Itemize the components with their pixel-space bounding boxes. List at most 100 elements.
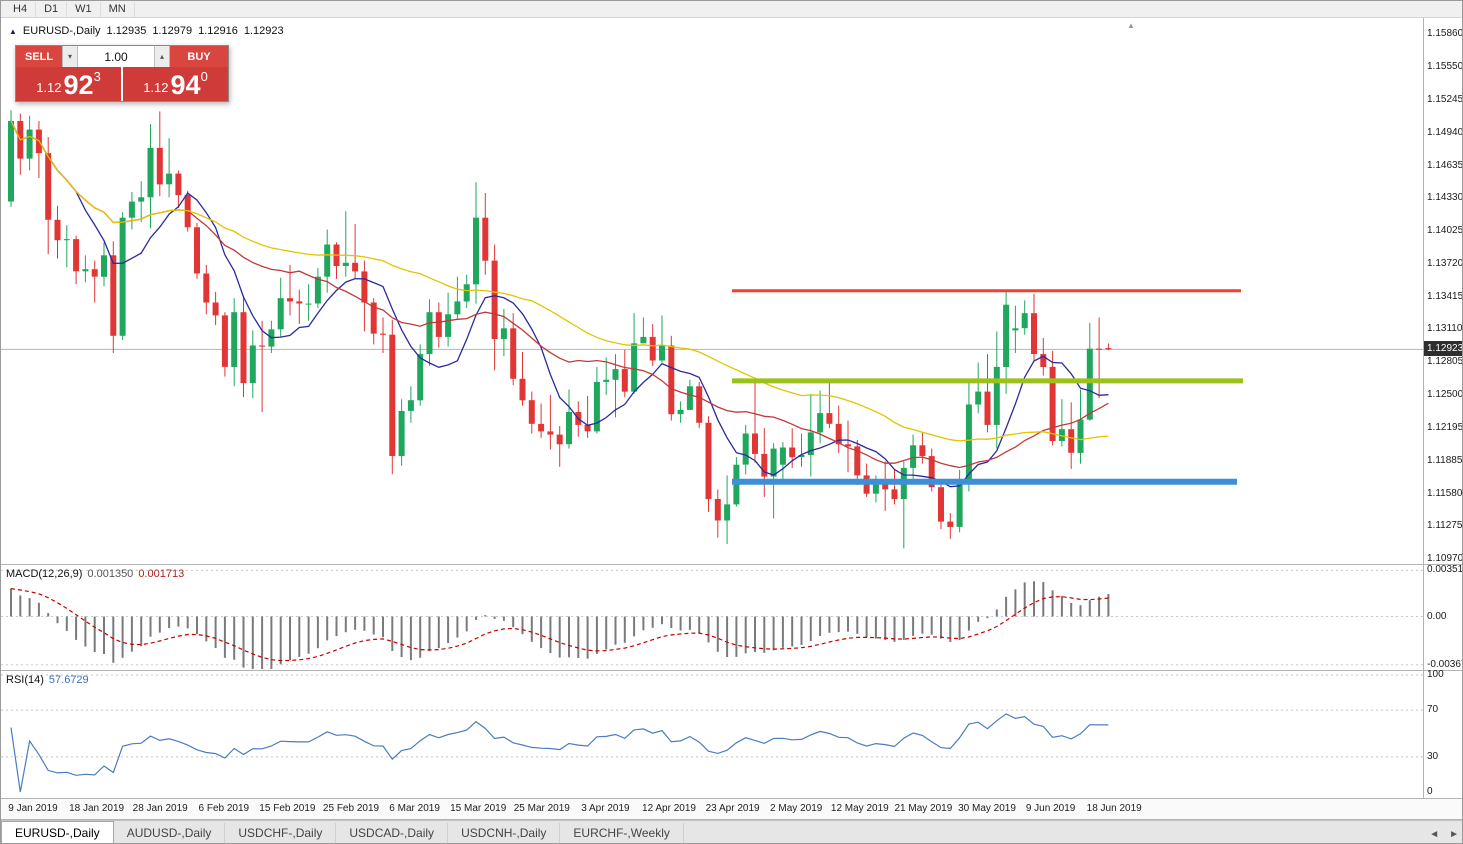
timeframe-h4[interactable]: H4 [5, 1, 37, 17]
tabs-scroll-left-icon[interactable]: ◄ [1429, 829, 1440, 840]
candlestick-chart[interactable] [1, 19, 1423, 564]
rsi-name: RSI(14) [6, 674, 44, 686]
price-tick-label: 1.10970 [1427, 553, 1463, 565]
rsi-tick-label: 0 [1427, 786, 1433, 797]
panel-separator[interactable] [1, 670, 1462, 671]
trade-order-row: SELL ▾ ▴ BUY [16, 46, 228, 67]
timeframe-d1[interactable]: D1 [36, 1, 68, 17]
rsi-tick-label: 30 [1427, 750, 1439, 762]
volume-input[interactable] [78, 46, 154, 67]
tabs-scroll-right-icon[interactable]: ► [1449, 829, 1459, 840]
rsi-indicator-chart[interactable] [1, 671, 1423, 798]
price-tick-label: 1.11885 [1427, 454, 1463, 466]
time-axis[interactable]: 9 Jan 2019 18 Jan 2019 28 Jan 2019 6 Feb 20… [1, 799, 1462, 819]
chart-tab-bar: EURUSD-,Daily AUDUSD-,Daily USDCHF-,Daily U… [1, 820, 1462, 843]
ask-pip-digit: 0 [200, 69, 208, 84]
ask-prefix: 1.12 [143, 80, 169, 95]
time-tick: 15 Feb 2019 [259, 803, 316, 814]
bid-big-digits: 92 [63, 70, 94, 100]
rsi-tick-label: 70 [1427, 704, 1439, 716]
time-tick: 6 Feb 2019 [198, 803, 250, 814]
chart-tab-usdcad[interactable]: USDCAD-,Daily [336, 823, 449, 843]
price-tick-label: 1.15245 [1427, 94, 1463, 106]
bid-pip-digit: 3 [93, 69, 101, 84]
price-axis-separator [1423, 18, 1424, 799]
rsi-value: 57.6729 [48, 674, 89, 686]
chart-surface[interactable] [1, 18, 1462, 799]
ohlc-low: 1.12916 [198, 25, 238, 37]
price-tick-label: 1.15860 [1427, 28, 1463, 40]
price-tick-label: 1.11275 [1427, 520, 1463, 532]
timeframe-mn[interactable]: MN [101, 1, 135, 17]
chart-shift-marker-icon[interactable]: ▲ [1127, 21, 1135, 30]
chart-tabs: EURUSD-,Daily AUDUSD-,Daily USDCHF-,Daily U… [1, 821, 684, 843]
macd-indicator-chart[interactable] [1, 566, 1423, 669]
sell-button[interactable]: SELL [16, 46, 62, 67]
ohlc-close: 1.12923 [243, 25, 284, 37]
ohlc-open: 1.12935 [106, 25, 147, 37]
chevron-down-icon: ▾ [67, 52, 72, 61]
date-axis-border [1, 819, 1462, 820]
chart-tab-eurusd[interactable]: EURUSD-,Daily [1, 821, 114, 843]
ohlc-high: 1.12979 [152, 25, 193, 37]
buy-button[interactable]: BUY [170, 46, 228, 67]
timeframe-w1[interactable]: W1 [67, 1, 101, 17]
time-tick: 25 Mar 2019 [513, 803, 570, 814]
chart-tab-eurchf[interactable]: EURCHF-,Weekly [560, 823, 684, 843]
price-tick-label: 1.15550 [1427, 61, 1463, 73]
macd-tick-label: -0.00367 [1427, 658, 1463, 670]
price-tick-label: 1.14330 [1427, 192, 1463, 204]
chart-tab-usdchf[interactable]: USDCHF-,Daily [225, 823, 337, 843]
time-tick: 21 May 2019 [894, 803, 953, 814]
volume-decrease-button[interactable]: ▾ [62, 46, 78, 67]
time-tick: 23 Apr 2019 [705, 803, 760, 814]
ask-price-box[interactable]: 1.12 94 0 [123, 67, 228, 101]
tab-navigation: ◄ ► [1429, 829, 1459, 840]
quote-row: 1.12 92 3 1.12 94 0 [16, 67, 228, 101]
macd-tick-label: 0.003518 [1427, 564, 1463, 576]
collapse-trade-panel-icon[interactable]: ▲ [9, 26, 17, 36]
price-tick-label: 1.13720 [1427, 257, 1463, 269]
macd-signal-value: 0.001713 [138, 568, 185, 580]
price-tick-label: 1.13110 [1427, 323, 1463, 335]
price-tick-label: 1.12500 [1427, 388, 1463, 400]
macd-label: MACD(12,26,9) 0.001350 0.001713 [6, 568, 184, 580]
time-tick: 9 Jun 2019 [1025, 803, 1076, 814]
rsi-label: RSI(14) 57.6729 [6, 674, 89, 686]
bid-price-box[interactable]: 1.12 92 3 [16, 67, 123, 101]
rsi-tick-label: 100 [1427, 669, 1444, 680]
chart-tab-audusd[interactable]: AUDUSD-,Daily [114, 823, 226, 843]
chart-symbol-label: EURUSD-,Daily [22, 25, 101, 37]
time-tick: 12 Apr 2019 [642, 803, 696, 814]
time-tick: 12 May 2019 [830, 803, 889, 814]
time-tick: 9 Jan 2019 [8, 803, 58, 814]
time-tick: 30 May 2019 [958, 803, 1016, 814]
time-tick: 18 Jun 2019 [1086, 803, 1142, 814]
bid-prefix: 1.12 [36, 80, 62, 95]
price-tick-label: 1.12195 [1427, 421, 1463, 433]
macd-tick-label: 0.00 [1427, 610, 1447, 622]
panel-separator [1, 798, 1462, 799]
time-tick: 2 May 2019 [770, 803, 823, 814]
ask-big-digits: 94 [170, 70, 201, 100]
time-tick: 15 Mar 2019 [450, 803, 507, 814]
chart-ohlc-header: ▲ EURUSD-,Daily 1.12935 1.12979 1.12916 … [9, 25, 284, 37]
chart-tab-usdcnh[interactable]: USDCNH-,Daily [448, 823, 561, 843]
macd-name: MACD(12,26,9) [6, 568, 83, 580]
volume-increase-button[interactable]: ▴ [154, 46, 170, 67]
time-tick: 6 Mar 2019 [389, 803, 440, 814]
price-tick-label: 1.13415 [1427, 290, 1463, 302]
price-tick-label: 1.14940 [1427, 126, 1463, 138]
price-tick-label: 1.12805 [1427, 356, 1463, 368]
time-tick: 18 Jan 2019 [69, 803, 125, 814]
price-tick-label: 1.14635 [1427, 159, 1463, 171]
time-tick: 3 Apr 2019 [581, 803, 630, 814]
time-tick: 28 Jan 2019 [132, 803, 188, 814]
timeframe-bar: H4 D1 W1 MN [1, 1, 1462, 18]
macd-main-value: 0.001350 [87, 568, 134, 580]
panel-separator[interactable] [1, 564, 1462, 565]
time-tick: 25 Feb 2019 [322, 803, 380, 814]
chevron-up-icon: ▴ [159, 52, 164, 61]
